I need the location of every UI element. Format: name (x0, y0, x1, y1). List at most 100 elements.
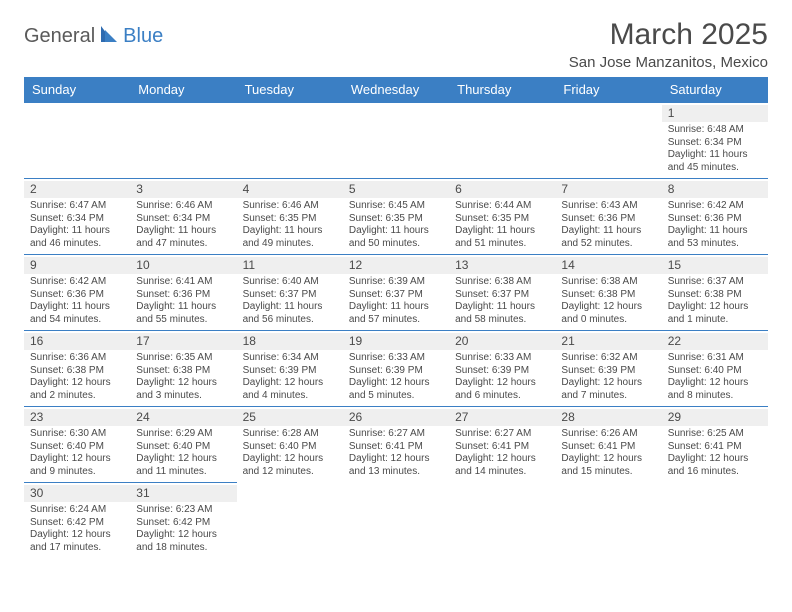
sunset-line: Sunset: 6:39 PM (455, 365, 549, 378)
day-number: 7 (555, 181, 661, 198)
calendar-day: 3Sunrise: 6:46 AMSunset: 6:34 PMDaylight… (130, 179, 236, 255)
calendar-day: 9Sunrise: 6:42 AMSunset: 6:36 PMDaylight… (24, 255, 130, 331)
sunrise-line: Sunrise: 6:23 AM (136, 504, 230, 517)
calendar-day: 8Sunrise: 6:42 AMSunset: 6:36 PMDaylight… (662, 179, 768, 255)
sunrise-line: Sunrise: 6:42 AM (30, 276, 124, 289)
calendar-day: 26Sunrise: 6:27 AMSunset: 6:41 PMDayligh… (343, 407, 449, 483)
sunrise-line: Sunrise: 6:26 AM (561, 428, 655, 441)
day-number: 29 (662, 409, 768, 426)
day-header: Thursday (449, 77, 555, 103)
sunrise-line: Sunrise: 6:32 AM (561, 352, 655, 365)
logo-sail-icon (99, 24, 121, 49)
sunrise-line: Sunrise: 6:25 AM (668, 428, 762, 441)
day-number: 22 (662, 333, 768, 350)
sunset-line: Sunset: 6:40 PM (668, 365, 762, 378)
daylight-line: Daylight: 12 hours and 5 minutes. (349, 377, 443, 402)
page-header: General Blue March 2025 San Jose Manzani… (24, 18, 768, 71)
sunset-line: Sunset: 6:40 PM (243, 441, 337, 454)
daylight-line: Daylight: 11 hours and 45 minutes. (668, 149, 762, 174)
daylight-line: Daylight: 12 hours and 0 minutes. (561, 301, 655, 326)
sunrise-line: Sunrise: 6:27 AM (455, 428, 549, 441)
day-header: Saturday (662, 77, 768, 103)
sunset-line: Sunset: 6:35 PM (243, 213, 337, 226)
sunset-line: Sunset: 6:39 PM (349, 365, 443, 378)
day-number: 4 (237, 181, 343, 198)
sunrise-line: Sunrise: 6:43 AM (561, 200, 655, 213)
day-number: 15 (662, 257, 768, 274)
calendar-day: 31Sunrise: 6:23 AMSunset: 6:42 PMDayligh… (130, 483, 236, 559)
calendar-day: 16Sunrise: 6:36 AMSunset: 6:38 PMDayligh… (24, 331, 130, 407)
daylight-line: Daylight: 12 hours and 8 minutes. (668, 377, 762, 402)
daylight-line: Daylight: 11 hours and 47 minutes. (136, 225, 230, 250)
calendar-week: 2Sunrise: 6:47 AMSunset: 6:34 PMDaylight… (24, 179, 768, 255)
daylight-line: Daylight: 12 hours and 9 minutes. (30, 453, 124, 478)
calendar-day: 29 Sunrise: 6:25 AMSunset: 6:41 PMDayligh… (662, 407, 768, 483)
calendar-body: 1Sunrise: 6:48 AMSunset: 6:34 PMDaylight… (24, 103, 768, 559)
sunrise-line: Sunrise: 6:28 AM (243, 428, 337, 441)
calendar-day: 30Sunrise: 6:24 AMSunset: 6:42 PMDayligh… (24, 483, 130, 559)
calendar-day: 22Sunrise: 6:31 AMSunset: 6:40 PMDayligh… (662, 331, 768, 407)
daylight-line: Daylight: 12 hours and 13 minutes. (349, 453, 443, 478)
sunset-line: Sunset: 6:34 PM (136, 213, 230, 226)
calendar-day: 18Sunrise: 6:34 AMSunset: 6:39 PMDayligh… (237, 331, 343, 407)
sunrise-line: Sunrise: 6:33 AM (455, 352, 549, 365)
calendar-empty (237, 483, 343, 559)
calendar-day: 17Sunrise: 6:35 AMSunset: 6:38 PMDayligh… (130, 331, 236, 407)
calendar-empty (555, 483, 661, 559)
daylight-line: Daylight: 11 hours and 49 minutes. (243, 225, 337, 250)
daylight-line: Daylight: 11 hours and 52 minutes. (561, 225, 655, 250)
calendar-day: 13Sunrise: 6:38 AMSunset: 6:37 PMDayligh… (449, 255, 555, 331)
day-number: 13 (449, 257, 555, 274)
daylight-line: Daylight: 11 hours and 51 minutes. (455, 225, 549, 250)
month-title: March 2025 (569, 18, 768, 52)
sunset-line: Sunset: 6:40 PM (136, 441, 230, 454)
sunset-line: Sunset: 6:35 PM (349, 213, 443, 226)
sunrise-line: Sunrise: 6:37 AM (668, 276, 762, 289)
daylight-line: Daylight: 11 hours and 56 minutes. (243, 301, 337, 326)
logo-text-blue: Blue (123, 25, 163, 48)
calendar-day: 21Sunrise: 6:32 AMSunset: 6:39 PMDayligh… (555, 331, 661, 407)
sunrise-line: Sunrise: 6:38 AM (561, 276, 655, 289)
calendar-day: 7 Sunrise: 6:43 AMSunset: 6:36 PMDaylight… (555, 179, 661, 255)
day-number: 21 (555, 333, 661, 350)
sunrise-line: Sunrise: 6:38 AM (455, 276, 549, 289)
calendar-empty (24, 103, 130, 179)
day-number: 18 (237, 333, 343, 350)
calendar-day: 4Sunrise: 6:46 AMSunset: 6:35 PMDaylight… (237, 179, 343, 255)
daylight-line: Daylight: 12 hours and 7 minutes. (561, 377, 655, 402)
calendar-week: 23Sunrise: 6:30 AMSunset: 6:40 PMDayligh… (24, 407, 768, 483)
day-number: 30 (24, 485, 130, 502)
calendar-table: SundayMondayTuesdayWednesdayThursdayFrid… (24, 77, 768, 558)
logo-text-general: General (24, 25, 95, 48)
calendar-day: 12Sunrise: 6:39 AMSunset: 6:37 PMDayligh… (343, 255, 449, 331)
sunset-line: Sunset: 6:34 PM (668, 137, 762, 150)
day-number: 24 (130, 409, 236, 426)
sunset-line: Sunset: 6:38 PM (668, 289, 762, 302)
daylight-line: Daylight: 11 hours and 53 minutes. (668, 225, 762, 250)
calendar-week: 1Sunrise: 6:48 AMSunset: 6:34 PMDaylight… (24, 103, 768, 179)
daylight-line: Daylight: 11 hours and 54 minutes. (30, 301, 124, 326)
location-label: San Jose Manzanitos, Mexico (569, 54, 768, 71)
day-header: Monday (130, 77, 236, 103)
sunset-line: Sunset: 6:34 PM (30, 213, 124, 226)
sunset-line: Sunset: 6:36 PM (30, 289, 124, 302)
sunrise-line: Sunrise: 6:27 AM (349, 428, 443, 441)
day-number: 2 (24, 181, 130, 198)
sunrise-line: Sunrise: 6:46 AM (136, 200, 230, 213)
daylight-line: Daylight: 12 hours and 16 minutes. (668, 453, 762, 478)
daylight-line: Daylight: 12 hours and 4 minutes. (243, 377, 337, 402)
calendar-empty (449, 103, 555, 179)
day-number: 6 (449, 181, 555, 198)
day-number: 25 (237, 409, 343, 426)
calendar-day: 24Sunrise: 6:29 AMSunset: 6:40 PMDayligh… (130, 407, 236, 483)
sunrise-line: Sunrise: 6:42 AM (668, 200, 762, 213)
daylight-line: Daylight: 11 hours and 57 minutes. (349, 301, 443, 326)
sunset-line: Sunset: 6:36 PM (561, 213, 655, 226)
daylight-line: Daylight: 11 hours and 58 minutes. (455, 301, 549, 326)
day-number: 17 (130, 333, 236, 350)
sunrise-line: Sunrise: 6:48 AM (668, 124, 762, 137)
sunset-line: Sunset: 6:41 PM (668, 441, 762, 454)
sunrise-line: Sunrise: 6:47 AM (30, 200, 124, 213)
sunset-line: Sunset: 6:38 PM (30, 365, 124, 378)
calendar-day: 20Sunrise: 6:33 AMSunset: 6:39 PMDayligh… (449, 331, 555, 407)
